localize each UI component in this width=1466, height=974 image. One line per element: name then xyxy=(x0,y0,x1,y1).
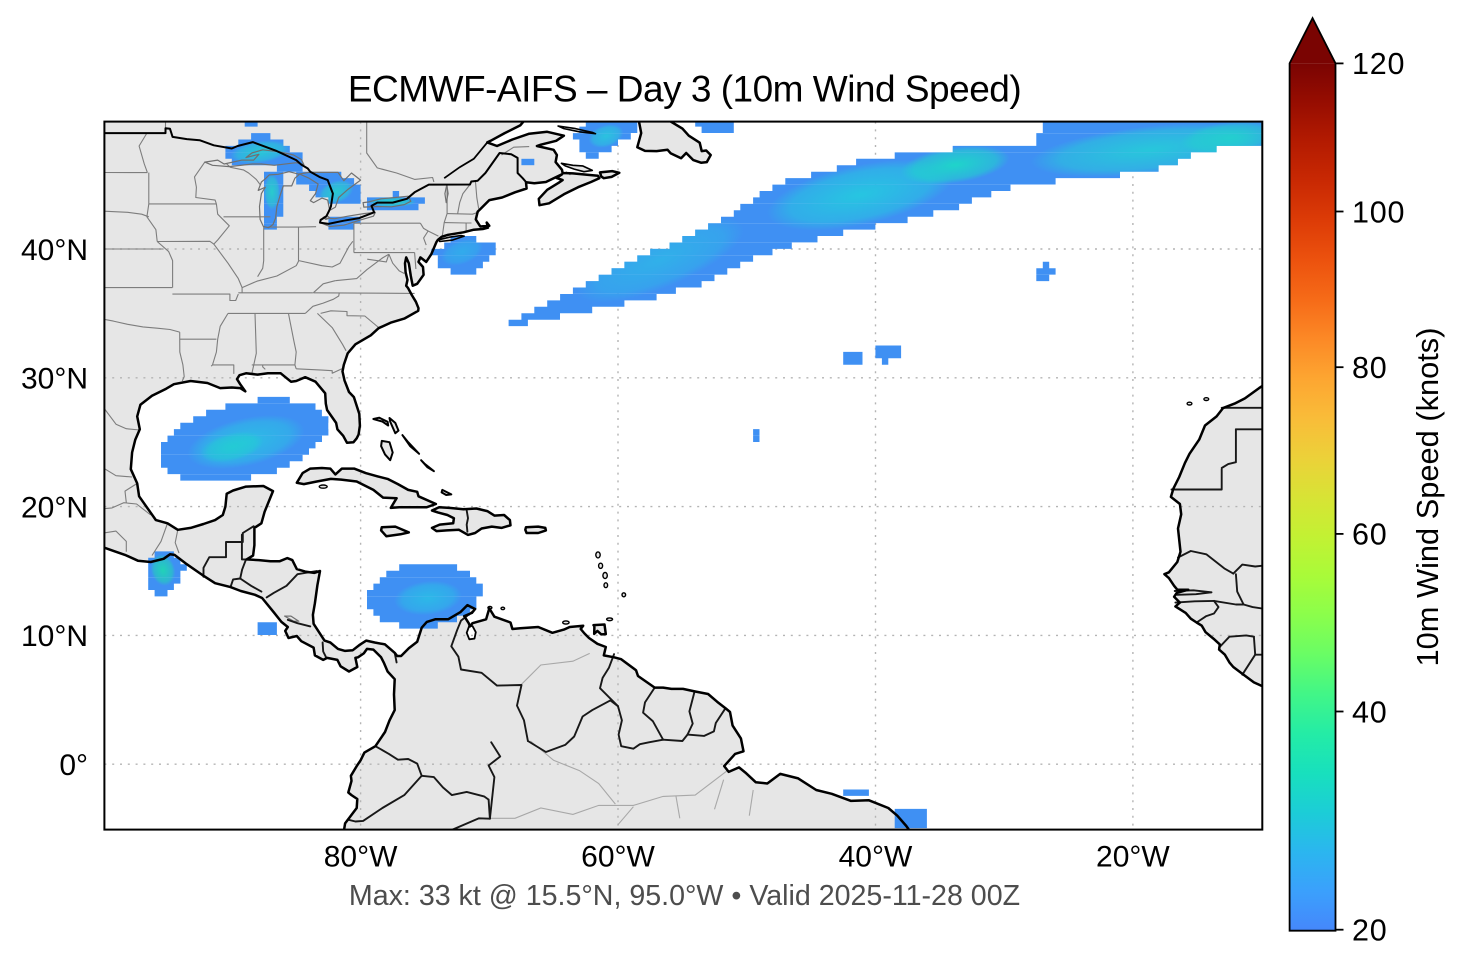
svg-text:10°N: 10°N xyxy=(21,620,88,653)
svg-text:40°N: 40°N xyxy=(21,234,88,267)
svg-text:120: 120 xyxy=(1352,47,1405,81)
svg-text:Max: 33 kt @ 15.5°N, 95.0°W •: Max: 33 kt @ 15.5°N, 95.0°W • Valid 2025… xyxy=(349,880,1020,912)
svg-text:20°N: 20°N xyxy=(21,491,88,524)
svg-text:20°W: 20°W xyxy=(1096,841,1170,874)
svg-text:ECMWF-AIFS – Day 3 (10m Wind S: ECMWF-AIFS – Day 3 (10m Wind Speed) xyxy=(348,69,1021,110)
svg-text:40°W: 40°W xyxy=(839,841,913,874)
svg-text:100: 100 xyxy=(1352,195,1405,229)
svg-text:60: 60 xyxy=(1352,518,1388,552)
svg-text:10m Wind Speed (knots): 10m Wind Speed (knots) xyxy=(1410,328,1445,667)
svg-text:0°: 0° xyxy=(59,749,88,782)
svg-text:60°W: 60°W xyxy=(581,841,655,874)
svg-text:30°N: 30°N xyxy=(21,363,88,396)
svg-text:80: 80 xyxy=(1352,351,1388,385)
svg-text:80°W: 80°W xyxy=(324,841,398,874)
svg-text:40: 40 xyxy=(1352,695,1388,729)
svg-text:20: 20 xyxy=(1352,914,1388,948)
